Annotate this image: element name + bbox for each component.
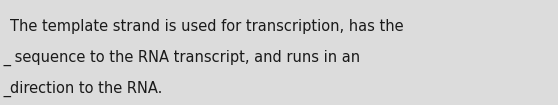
Text: ̲̲̲̲̲̲̲̲̲̲̲̲̲̲̲̲direction to the RNA.: ̲̲̲̲̲̲̲̲̲̲̲̲̲̲̲̲direction to the RNA. bbox=[10, 81, 162, 97]
Text: The template strand is used for transcription, has the: The template strand is used for transcri… bbox=[10, 19, 403, 34]
Text: ̲̲̲̲̲̲̲̲̲̲̲̲̲̲̲̲ sequence to the RNA transcript, and runs in an: ̲̲̲̲̲̲̲̲̲̲̲̲̲̲̲̲ sequence to the RNA tra… bbox=[10, 50, 360, 66]
